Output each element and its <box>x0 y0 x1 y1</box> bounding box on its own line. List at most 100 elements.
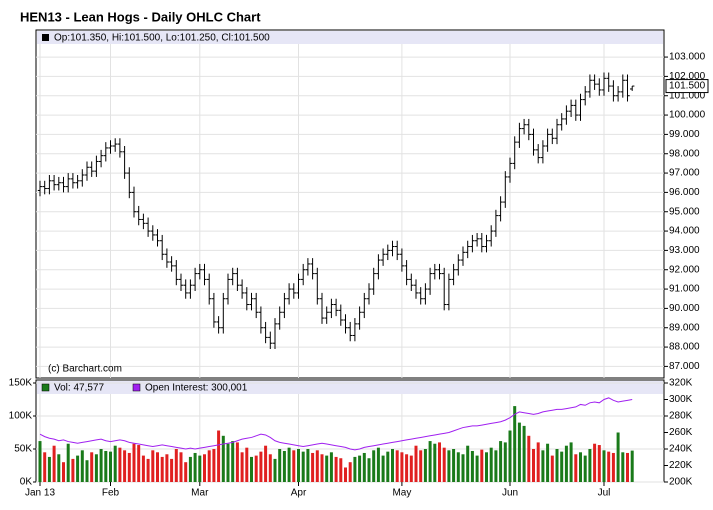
volume-bar <box>626 452 629 482</box>
volume-bar <box>348 462 352 482</box>
volume-bar <box>90 452 94 482</box>
volume-bar <box>170 458 174 482</box>
volume-bar <box>62 462 65 482</box>
legend-text: Op:101.350, Hi:101.500, Lo:101.250, Cl:1… <box>54 33 270 44</box>
volume-bar <box>325 455 329 482</box>
volume-bar <box>278 449 282 482</box>
volume-bar <box>221 435 225 482</box>
volume-bar <box>287 447 291 482</box>
volume-bar <box>358 455 362 482</box>
y-tick-label: 93.000 <box>669 245 700 256</box>
credit: (c) Barchart.com <box>48 364 122 375</box>
volume-bar <box>250 456 253 482</box>
volume-bar <box>141 455 145 482</box>
volume-bar <box>254 455 258 482</box>
x-tick-label: Apr <box>291 488 307 499</box>
volume-bar <box>184 462 188 482</box>
volume-bar <box>579 452 582 482</box>
volume-bar <box>273 458 277 482</box>
y-tick-label: 95.000 <box>669 206 700 217</box>
last-price-label: 101.500 <box>669 81 706 92</box>
volume-bar <box>118 447 122 482</box>
volume-bar <box>127 452 131 482</box>
volume-bar <box>456 452 460 482</box>
volume-bar <box>292 450 296 482</box>
y2-tick-label: 300K <box>669 394 693 405</box>
volume-bar <box>470 450 474 482</box>
volume-bar <box>480 449 484 482</box>
volume-bar <box>240 452 244 482</box>
last-price-tag <box>665 79 709 94</box>
x-tick-label: Jan 13 <box>25 488 55 499</box>
y-tick-label: 150K <box>9 378 33 389</box>
volume-bar <box>414 445 418 482</box>
volume-bar <box>550 455 554 482</box>
y-tick-label: 92.000 <box>669 264 700 275</box>
volume-bar <box>297 449 300 482</box>
volume-bar <box>593 443 597 482</box>
y-tick-label: 90.000 <box>669 303 700 314</box>
volume-bar <box>268 454 272 482</box>
volume-bar <box>621 452 625 482</box>
volume-bar <box>264 445 268 482</box>
volume-bar <box>362 452 366 482</box>
open-interest-line <box>39 397 633 451</box>
x-tick-label: Jun <box>502 488 518 499</box>
volume-bar <box>165 454 169 482</box>
volume-bar <box>588 449 592 482</box>
volume-bar <box>532 449 535 482</box>
y2-tick-label: 220K <box>669 460 693 471</box>
volume-bar <box>419 450 423 482</box>
volume-bar <box>99 449 103 482</box>
volume-bar <box>376 447 380 482</box>
volume-bar <box>226 443 230 482</box>
y2-tick-label: 320K <box>669 378 693 389</box>
price-panel <box>35 29 665 379</box>
volume-bar <box>132 443 136 482</box>
volume-bar <box>203 454 206 482</box>
volume-bar <box>583 455 587 482</box>
volume-bar <box>602 450 606 482</box>
volume-bar <box>151 450 155 482</box>
volume-bar <box>207 450 211 482</box>
volume-bar <box>38 441 42 482</box>
volume-bar <box>616 432 620 482</box>
y-tick-label: 102.000 <box>669 71 706 82</box>
y-tick-label: 87.000 <box>669 361 700 372</box>
volume-bar <box>311 452 315 482</box>
volume-bar <box>339 458 343 482</box>
volume-bar <box>76 455 80 482</box>
volume-bar <box>217 430 221 482</box>
volume-bar <box>564 445 568 482</box>
volume-bar <box>541 450 545 482</box>
volume-bar <box>367 458 371 482</box>
volume-bar <box>146 458 150 482</box>
volume-bar <box>386 451 390 482</box>
volume-bar <box>438 442 441 482</box>
volume-bar <box>43 452 47 482</box>
volume-bar <box>597 445 601 482</box>
marks <box>37 72 635 482</box>
volume-bar <box>574 454 578 482</box>
volume-bar <box>381 455 385 482</box>
volume-bar <box>508 430 512 482</box>
volume-bar <box>231 441 235 482</box>
x-tick-label: May <box>392 488 411 499</box>
volume-bar <box>485 452 488 482</box>
x-tick-label: Feb <box>102 488 120 499</box>
volume-bar <box>52 445 56 482</box>
y-tick-label: 100K <box>9 411 33 422</box>
y-tick-label: 101.000 <box>669 90 706 101</box>
volume-bar <box>536 442 540 482</box>
volume-bar <box>428 441 432 482</box>
legend-swatch <box>42 34 49 41</box>
legend-label: Vol: 47,577 <box>54 383 104 394</box>
volume-bar <box>433 443 437 482</box>
volume-bar <box>513 406 517 482</box>
volume-bar <box>546 443 550 482</box>
volume-bar <box>306 449 310 482</box>
volume-bar <box>71 458 75 482</box>
volume-bar <box>475 455 479 482</box>
